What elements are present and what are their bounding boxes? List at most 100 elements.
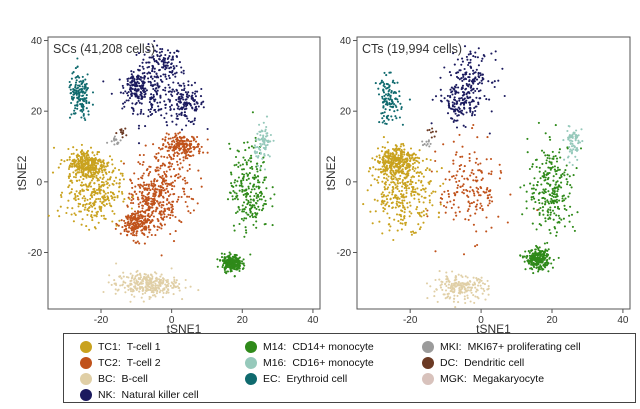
cell-point: [387, 157, 390, 160]
cell-point: [158, 189, 161, 192]
cell-point: [533, 252, 536, 255]
cell-point: [70, 77, 73, 80]
cell-point: [126, 284, 129, 287]
cell-point: [531, 252, 534, 255]
cell-point: [84, 197, 87, 200]
cell-point: [242, 210, 245, 213]
cell-point: [95, 198, 98, 201]
cell-point: [362, 203, 365, 206]
cell-point: [461, 191, 464, 194]
cell-point: [168, 55, 171, 58]
cell-point: [394, 194, 397, 197]
cell-point: [475, 203, 479, 206]
cell-point: [479, 284, 482, 287]
cell-point: [133, 277, 136, 280]
cell-point: [85, 161, 88, 164]
cell-point: [487, 285, 490, 288]
cell-point: [455, 180, 458, 183]
cell-point: [476, 296, 479, 299]
cell-point: [246, 141, 249, 144]
cell-point: [122, 86, 125, 89]
cell-point: [135, 217, 138, 220]
cell-point: [493, 85, 496, 89]
cell-point: [458, 78, 461, 81]
cell-point: [82, 184, 85, 187]
cell-point: [387, 186, 390, 189]
cell-point: [402, 206, 405, 209]
cell-point: [137, 52, 141, 55]
cell-point: [153, 39, 156, 43]
cell-point: [173, 144, 176, 147]
cell-point: [155, 152, 158, 156]
cell-point: [556, 190, 559, 193]
cell-point: [555, 157, 559, 160]
cell-point: [413, 231, 416, 235]
cell-point: [236, 210, 239, 213]
cell-point: [169, 232, 172, 236]
cell-point: [135, 223, 138, 226]
cell-point: [556, 195, 559, 198]
cell-point: [154, 83, 157, 86]
cell-point: [553, 191, 556, 194]
cell-point: [175, 71, 178, 74]
cell-point: [246, 193, 249, 196]
cell-point: [132, 202, 135, 205]
cell-point: [134, 185, 137, 188]
cell-point: [135, 230, 138, 233]
cell-point: [480, 187, 483, 190]
cell-point: [415, 159, 418, 162]
cell-point: [152, 65, 155, 68]
cell-point: [454, 211, 457, 214]
cell-point: [384, 159, 387, 162]
cell-point: [154, 184, 157, 187]
cell-point: [146, 235, 149, 238]
cell-point: [451, 270, 454, 273]
cell-point: [246, 213, 249, 216]
cell-point: [236, 180, 239, 183]
cell-point: [391, 81, 394, 84]
cell-point: [240, 260, 244, 263]
cell-point: [183, 140, 186, 143]
cell-point: [469, 50, 472, 53]
series-ec: [374, 71, 411, 126]
cell-point: [137, 75, 140, 78]
cell-point: [388, 165, 391, 169]
cell-point: [102, 80, 105, 83]
cell-point: [167, 146, 170, 149]
cell-point: [394, 159, 397, 162]
cell-point: [417, 198, 420, 201]
cell-point: [262, 195, 265, 198]
cell-point: [396, 187, 399, 191]
cell-point: [552, 155, 555, 158]
cell-point: [399, 174, 402, 177]
cell-point: [164, 283, 167, 286]
cell-point: [136, 273, 139, 276]
cell-point: [552, 187, 556, 190]
cell-point: [72, 152, 75, 155]
cell-point: [57, 166, 60, 169]
cell-point: [230, 260, 233, 263]
cell-point: [243, 264, 246, 267]
cell-point: [82, 80, 85, 83]
cell-point: [417, 179, 420, 182]
cell-point: [453, 102, 456, 106]
cell-point: [398, 177, 401, 180]
cell-point: [134, 92, 137, 95]
cell-point: [81, 85, 84, 88]
series-bc: [102, 262, 200, 303]
cell-point: [488, 132, 491, 135]
cell-point: [225, 259, 228, 263]
cell-point: [85, 101, 88, 104]
cell-point: [132, 288, 135, 291]
cell-point: [190, 95, 193, 99]
cell-point: [566, 129, 569, 133]
cell-point: [148, 215, 151, 218]
cell-point: [92, 188, 95, 191]
cell-point: [568, 214, 571, 217]
x-tick-label: -20: [94, 315, 109, 326]
cell-point: [552, 195, 555, 199]
cell-point: [158, 192, 161, 195]
cell-point: [555, 214, 558, 217]
cell-point: [392, 162, 395, 165]
cell-point: [259, 166, 262, 169]
